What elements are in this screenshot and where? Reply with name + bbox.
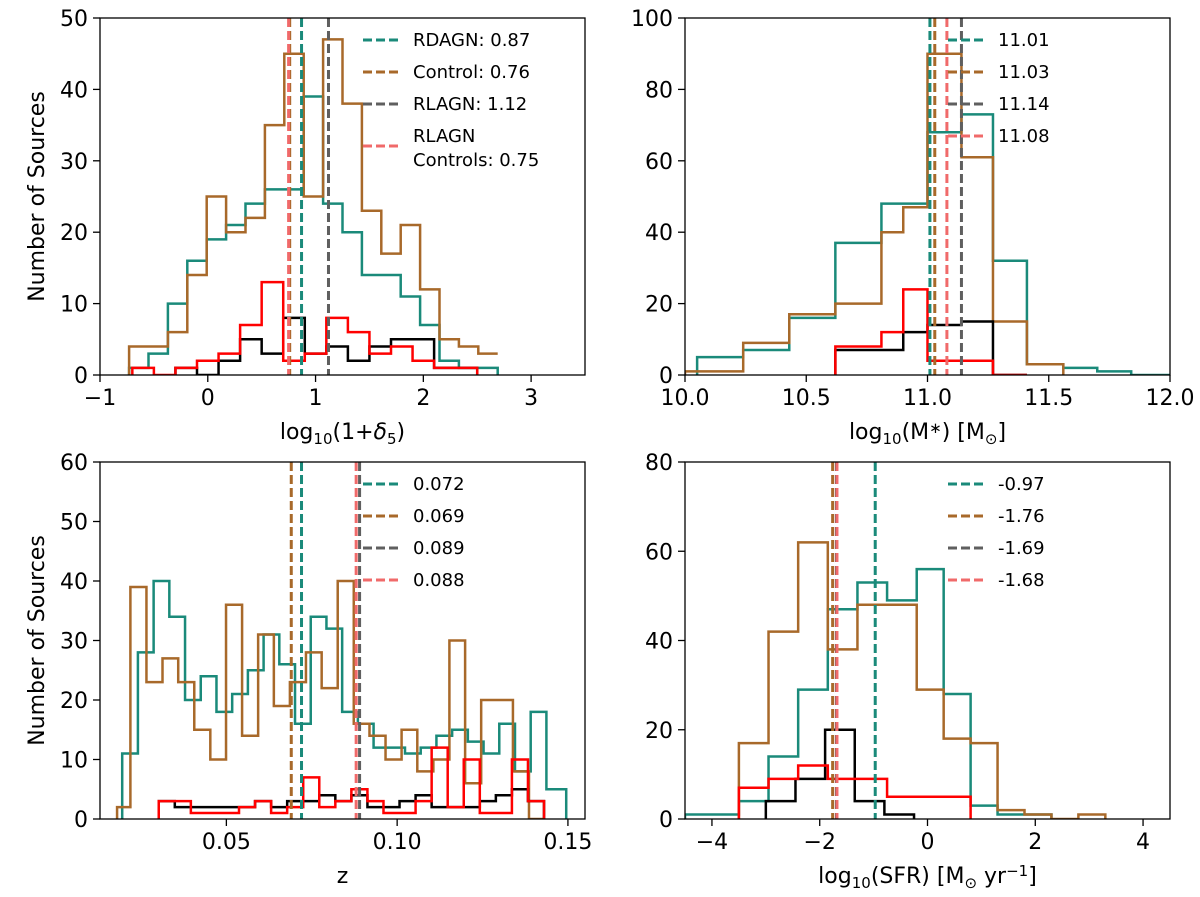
figure: RDAGN: 0.87 Control: 0.76 RLAGN: 1.12 RLAGN…	[0, 0, 1200, 897]
axes-frame	[685, 462, 1170, 819]
plot-area	[685, 18, 1170, 375]
y-tick-label: 0	[659, 808, 673, 833]
x-tick-label: −1	[84, 386, 116, 411]
x-tick-label: 3	[524, 386, 538, 411]
x-ticks: 10.0 10.5 11.0 11.5 12.0	[661, 375, 1195, 411]
y-tick-label: 20	[645, 719, 673, 744]
y-tick-label: 0	[74, 808, 88, 833]
y-tick-label: 60	[645, 150, 673, 175]
legend-label: -1.69	[998, 538, 1045, 559]
legend-label: Control: 0.76	[413, 62, 530, 83]
y-tick-label: 0	[74, 364, 88, 389]
y-tick-label: 40	[60, 78, 88, 103]
x-tick-label: 0.10	[373, 830, 422, 855]
y-tick-label: 30	[60, 150, 88, 175]
x-axis-label: z	[337, 864, 349, 889]
y-tick-label: 40	[645, 221, 673, 246]
x-tick-label: 0.15	[543, 830, 592, 855]
legend-label: 0.069	[413, 506, 465, 527]
legend: 11.01 11.03 11.14 11.08	[948, 30, 1050, 147]
y-tick-label: 60	[645, 540, 673, 565]
histogram-control	[129, 39, 498, 375]
legend-label: RLAGN	[413, 126, 475, 147]
y-tick-label: 100	[631, 7, 673, 32]
y-tick-label: 20	[60, 689, 88, 714]
y-ticks: 0 10 20 30 40 50	[60, 7, 100, 389]
y-tick-label: 40	[645, 630, 673, 655]
legend-label: -0.97	[998, 474, 1045, 495]
legend-label: -1.68	[998, 570, 1045, 591]
x-axis-label: log10(SFR) [M⊙ yr−1]	[818, 862, 1037, 892]
y-ticks: 0 10 20 30 40 50 60	[60, 451, 100, 833]
x-ticks: 0.05 0.10 0.15	[202, 819, 593, 855]
y-tick-label: 80	[645, 451, 673, 476]
y-ticks: 0 20 40 60 80 100	[631, 7, 685, 389]
legend-label: 0.088	[413, 570, 465, 591]
legend: RDAGN: 0.87 Control: 0.76 RLAGN: 1.12 RLAGN…	[363, 30, 539, 171]
x-tick-label: 10.5	[782, 386, 831, 411]
legend-label: 11.14	[998, 94, 1050, 115]
plot-area	[117, 462, 566, 819]
panel-redshift: 0.072 0.069 0.089 0.088 0.05 0.10 0.15 0 10 20 3…	[25, 451, 592, 889]
y-tick-label: 80	[645, 78, 673, 103]
panel-sfr: -0.97 -1.76 -1.69 -1.68 −4 −2 0 2 4 0 20 40 60 80 l…	[645, 451, 1170, 892]
histogram-rlagn-hist	[766, 730, 914, 819]
y-tick-label: 30	[60, 630, 88, 655]
legend-label: 0.089	[413, 538, 465, 559]
legend: -0.97 -1.76 -1.69 -1.68	[948, 474, 1045, 591]
x-tick-label: 2	[1028, 830, 1042, 855]
x-ticks: −4 −2 0 2 4	[696, 819, 1150, 855]
x-tick-label: −4	[696, 830, 728, 855]
legend-label: 11.08	[998, 126, 1050, 147]
x-tick-label: 11.0	[903, 386, 952, 411]
x-axis-label: log10(M∗) [M⊙]	[849, 419, 1006, 448]
y-tick-label: 10	[60, 293, 88, 318]
y-tick-label: 20	[645, 293, 673, 318]
legend-label: 11.01	[998, 30, 1050, 51]
y-tick-label: 20	[60, 221, 88, 246]
x-tick-label: 2	[416, 386, 430, 411]
legend-label: 0.072	[413, 474, 465, 495]
x-tick-label: 12.0	[1146, 386, 1195, 411]
x-tick-label: 10.0	[661, 386, 710, 411]
panel-delta5: RDAGN: 0.87 Control: 0.76 RLAGN: 1.12 RLAGN…	[25, 7, 585, 448]
histogram-control	[739, 542, 1105, 819]
y-tick-label: 60	[60, 451, 88, 476]
x-tick-label: 0	[201, 386, 215, 411]
x-tick-label: 0	[921, 830, 935, 855]
y-tick-label: 40	[60, 570, 88, 595]
x-tick-label: 11.5	[1024, 386, 1073, 411]
y-tick-label: 0	[659, 364, 673, 389]
legend-label: Controls: 0.75	[413, 150, 539, 171]
legend: 0.072 0.069 0.089 0.088	[363, 474, 465, 591]
legend-label: 11.03	[998, 62, 1050, 83]
x-tick-label: 1	[309, 386, 323, 411]
y-tick-label: 10	[60, 749, 88, 774]
legend-label: RDAGN: 0.87	[413, 30, 530, 51]
y-ticks: 0 20 40 60 80	[645, 451, 685, 833]
x-tick-label: −2	[804, 830, 836, 855]
y-axis-label: Number of Sources	[25, 535, 50, 746]
legend-label: RLAGN: 1.12	[413, 94, 527, 115]
y-axis-label: Number of Sources	[25, 91, 50, 302]
x-axis-label: log10(1+δ5)	[280, 420, 405, 448]
panel-stellar-mass: 11.01 11.03 11.14 11.08 10.0 10.5 11.0 11.5 12.…	[631, 7, 1194, 448]
x-ticks: −1 0 1 2 3	[84, 375, 538, 411]
y-tick-label: 50	[60, 511, 88, 536]
legend-label: -1.76	[998, 506, 1045, 527]
y-tick-label: 50	[60, 7, 88, 32]
x-tick-label: 0.05	[202, 830, 251, 855]
x-tick-label: 4	[1136, 830, 1150, 855]
